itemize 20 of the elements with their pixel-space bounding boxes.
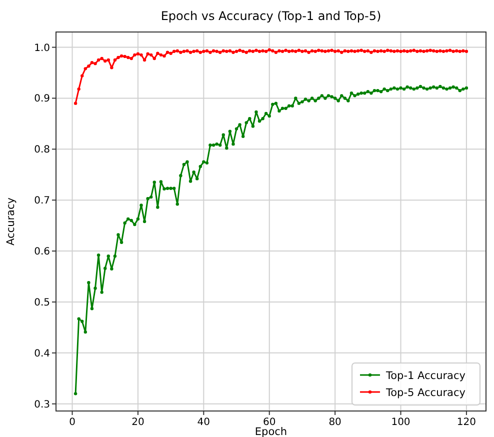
x-tick-label: 120 <box>456 417 476 428</box>
y-tick-label: 0.5 <box>34 297 50 308</box>
y-tick-label: 0.9 <box>34 94 50 105</box>
y-tick-label: 0.7 <box>34 196 50 207</box>
x-tick-label: 20 <box>132 417 144 428</box>
x-tick-label: 100 <box>391 417 410 428</box>
y-tick-label: 0.8 <box>34 144 50 156</box>
y-axis-title: Accuracy <box>5 198 17 246</box>
legend-label: Top-5 Accuracy <box>385 387 466 399</box>
y-tick-label: 0.6 <box>34 246 50 258</box>
y-tick-label: 1.0 <box>34 42 50 54</box>
x-tick-label: 80 <box>328 417 342 428</box>
chart-title: Epoch vs Accuracy (Top-1 and Top-5) <box>160 9 382 23</box>
x-tick-label: 0 <box>69 417 76 428</box>
legend-label: Top-1 Accuracy <box>385 370 466 382</box>
y-tick-label: 0.4 <box>34 348 50 360</box>
x-tick-label: 60 <box>262 417 276 428</box>
y-tick-label: 0.3 <box>34 399 50 410</box>
x-axis-title: Epoch <box>254 426 288 437</box>
x-tick-label: 40 <box>197 417 210 428</box>
